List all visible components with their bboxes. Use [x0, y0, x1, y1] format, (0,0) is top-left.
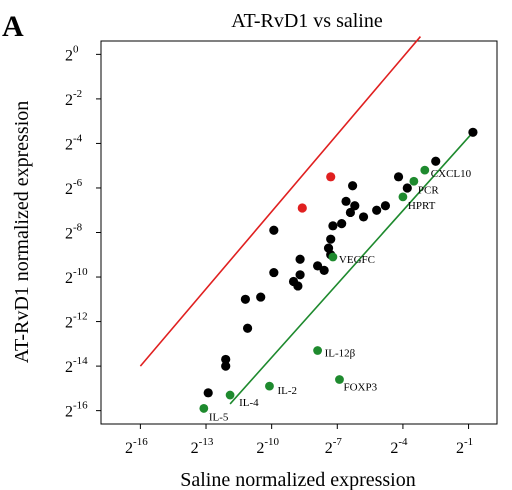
black-point	[293, 281, 303, 291]
black-point	[269, 267, 279, 278]
data-points	[199, 127, 478, 413]
x-tick-label: 2-13	[191, 436, 214, 457]
green-point	[409, 176, 419, 186]
black-point	[240, 294, 250, 304]
y-tick-label: 2-2	[65, 88, 82, 109]
plot-frame	[100, 40, 498, 425]
black-point	[372, 205, 382, 215]
point-label: CXCL10	[431, 168, 472, 180]
black-point	[380, 201, 391, 211]
point-label: IL-12β	[325, 348, 356, 360]
y-axis-label: AT-RvD1 normalized expression	[11, 101, 33, 364]
y-tick-label: 2-14	[65, 355, 88, 376]
green-point	[313, 346, 322, 355]
black-point	[337, 218, 347, 229]
x-tick-label: 2-1	[456, 436, 473, 457]
black-point	[341, 196, 351, 206]
point-label: IL-2	[277, 385, 297, 397]
point-label: IL-4	[239, 397, 259, 409]
green-point	[420, 165, 430, 175]
black-point	[256, 292, 266, 302]
black-point	[221, 354, 231, 365]
x-tick-label: 2-10	[256, 436, 279, 457]
x-tick-label: 2-7	[325, 436, 343, 457]
y-tick-label: 2-12	[65, 311, 88, 332]
black-point	[350, 201, 360, 211]
black-point	[295, 254, 305, 264]
regression-lines	[139, 36, 474, 405]
point-label: IL-5	[209, 411, 229, 423]
green-point	[265, 381, 274, 391]
green-line	[229, 131, 474, 405]
black-point	[345, 207, 356, 218]
red-point	[297, 203, 307, 213]
green-point	[398, 192, 408, 202]
black-point	[431, 156, 441, 166]
black-point	[221, 361, 231, 371]
panel-label: A	[2, 10, 24, 43]
black-point	[328, 221, 338, 231]
point-label: FOXP3	[343, 381, 377, 393]
x-tick-label: 2-4	[390, 436, 408, 457]
black-point	[358, 212, 369, 222]
y-tick-label: 2-10	[65, 266, 88, 287]
x-tick-label: 2-16	[125, 436, 148, 457]
chart-title: AT-RvD1 vs saline	[231, 10, 383, 32]
black-point	[468, 127, 478, 137]
black-point	[402, 183, 412, 193]
black-point	[393, 172, 404, 182]
black-point	[319, 265, 329, 275]
black-point	[203, 388, 213, 398]
y-tick-label: 2-16	[65, 400, 88, 421]
black-point	[269, 225, 279, 235]
x-axis-label: Saline normalized expression	[180, 469, 416, 490]
red-line	[139, 36, 422, 367]
point-label: VEGFC	[339, 254, 375, 266]
green-point	[335, 375, 344, 384]
y-tick-label: 2-4	[65, 132, 83, 153]
point-label: HPRT	[408, 200, 436, 212]
point-labels: CXCL10 PCR HPRT VEGFC IL-12β FOXP3 IL-2 IL-4 IL-…	[209, 168, 472, 423]
x-axis-ticks: 2-16 2-13 2-10 2-7 2-4 2-1	[125, 424, 473, 457]
point-label: PCR	[418, 184, 439, 196]
y-tick-label: 20	[65, 43, 79, 64]
y-axis-ticks: 20 2-2 2-4 2-6 2-8 2-10 2-12 2-14 2-16	[65, 43, 101, 421]
black-point	[295, 270, 305, 280]
green-point	[328, 252, 338, 262]
green-point	[199, 404, 209, 413]
green-point	[225, 390, 235, 400]
red-point	[326, 172, 336, 182]
black-point	[326, 234, 336, 244]
y-tick-label: 2-8	[65, 222, 83, 243]
black-point	[312, 261, 323, 271]
black-point	[348, 181, 358, 191]
black-point	[242, 323, 253, 333]
y-tick-label: 2-6	[65, 177, 83, 198]
